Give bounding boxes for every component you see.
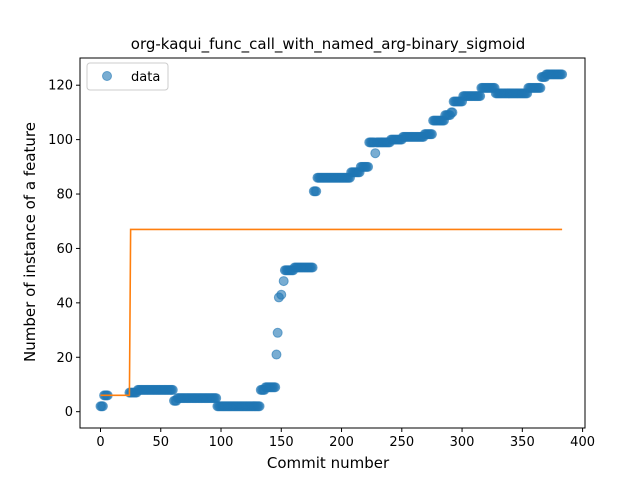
x-tick-label: 250 — [389, 435, 414, 450]
chart-title: org-kaqui_func_call_with_named_arg-binar… — [131, 35, 525, 54]
data-point — [272, 327, 283, 338]
plot-area: 0 50 100 150 200 250 300 350 400 0 20 40 60 80 100 120 — [48, 57, 595, 450]
x-tick-label: 150 — [269, 435, 294, 450]
y-tick-label: 20 — [56, 351, 73, 366]
data-point — [211, 393, 222, 404]
data-point — [254, 401, 265, 412]
data-point — [447, 107, 458, 118]
x-axis-label: Commit number — [267, 454, 390, 472]
data-point — [276, 289, 287, 300]
data-point — [363, 161, 374, 172]
x-tick-label: 0 — [96, 435, 104, 450]
legend: data — [86, 62, 169, 91]
data-point — [97, 401, 108, 412]
x-tick-label: 350 — [510, 435, 535, 450]
y-tick-label: 120 — [48, 79, 73, 94]
fit-line — [100, 228, 563, 397]
y-tick-label: 40 — [56, 296, 73, 311]
data-point — [278, 276, 289, 287]
data-point — [311, 186, 322, 197]
legend-box — [86, 62, 169, 91]
y-tick-label: 80 — [56, 188, 73, 203]
y-axis-label: Number of instance of a feature — [21, 122, 39, 362]
legend-label-data: data — [131, 70, 160, 85]
data-point — [426, 129, 437, 140]
x-tick-label: 400 — [570, 435, 595, 450]
y-tick-label: 100 — [48, 133, 73, 148]
data-point — [167, 384, 178, 395]
data-point — [370, 148, 381, 159]
legend-marker — [102, 71, 112, 81]
y-tick-label: 60 — [56, 242, 73, 257]
data-point — [557, 69, 568, 80]
data-point — [270, 382, 281, 393]
axes-frame — [79, 57, 586, 429]
x-tick-label: 100 — [209, 435, 234, 450]
data-point — [535, 82, 546, 93]
x-tick-label: 50 — [152, 435, 169, 450]
data-point — [475, 91, 486, 102]
x-tick-label: 200 — [329, 435, 354, 450]
data-point — [307, 262, 318, 273]
data-point — [271, 349, 282, 360]
y-tick-label: 0 — [65, 405, 73, 420]
x-tick-label: 300 — [450, 435, 475, 450]
